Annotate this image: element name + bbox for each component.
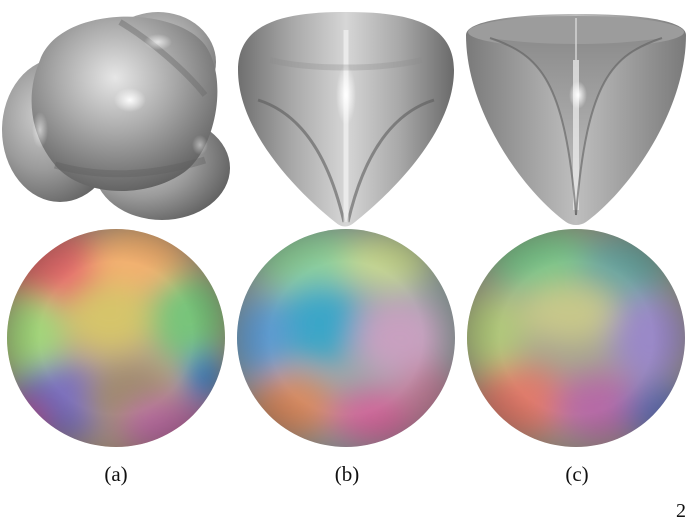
highlight [569,81,587,109]
highlight [114,88,146,112]
sphere-c [467,229,685,447]
sphere-b [237,229,455,447]
caption-c: (c) [565,462,589,486]
shape-a [2,12,230,220]
shape-c [466,14,686,225]
shape-b [238,12,454,227]
highlight [336,65,356,125]
corner-mark: 2 [676,500,686,522]
caption-a: (a) [104,462,128,486]
sphere-a [7,229,225,447]
caption-b: (b) [334,462,360,486]
